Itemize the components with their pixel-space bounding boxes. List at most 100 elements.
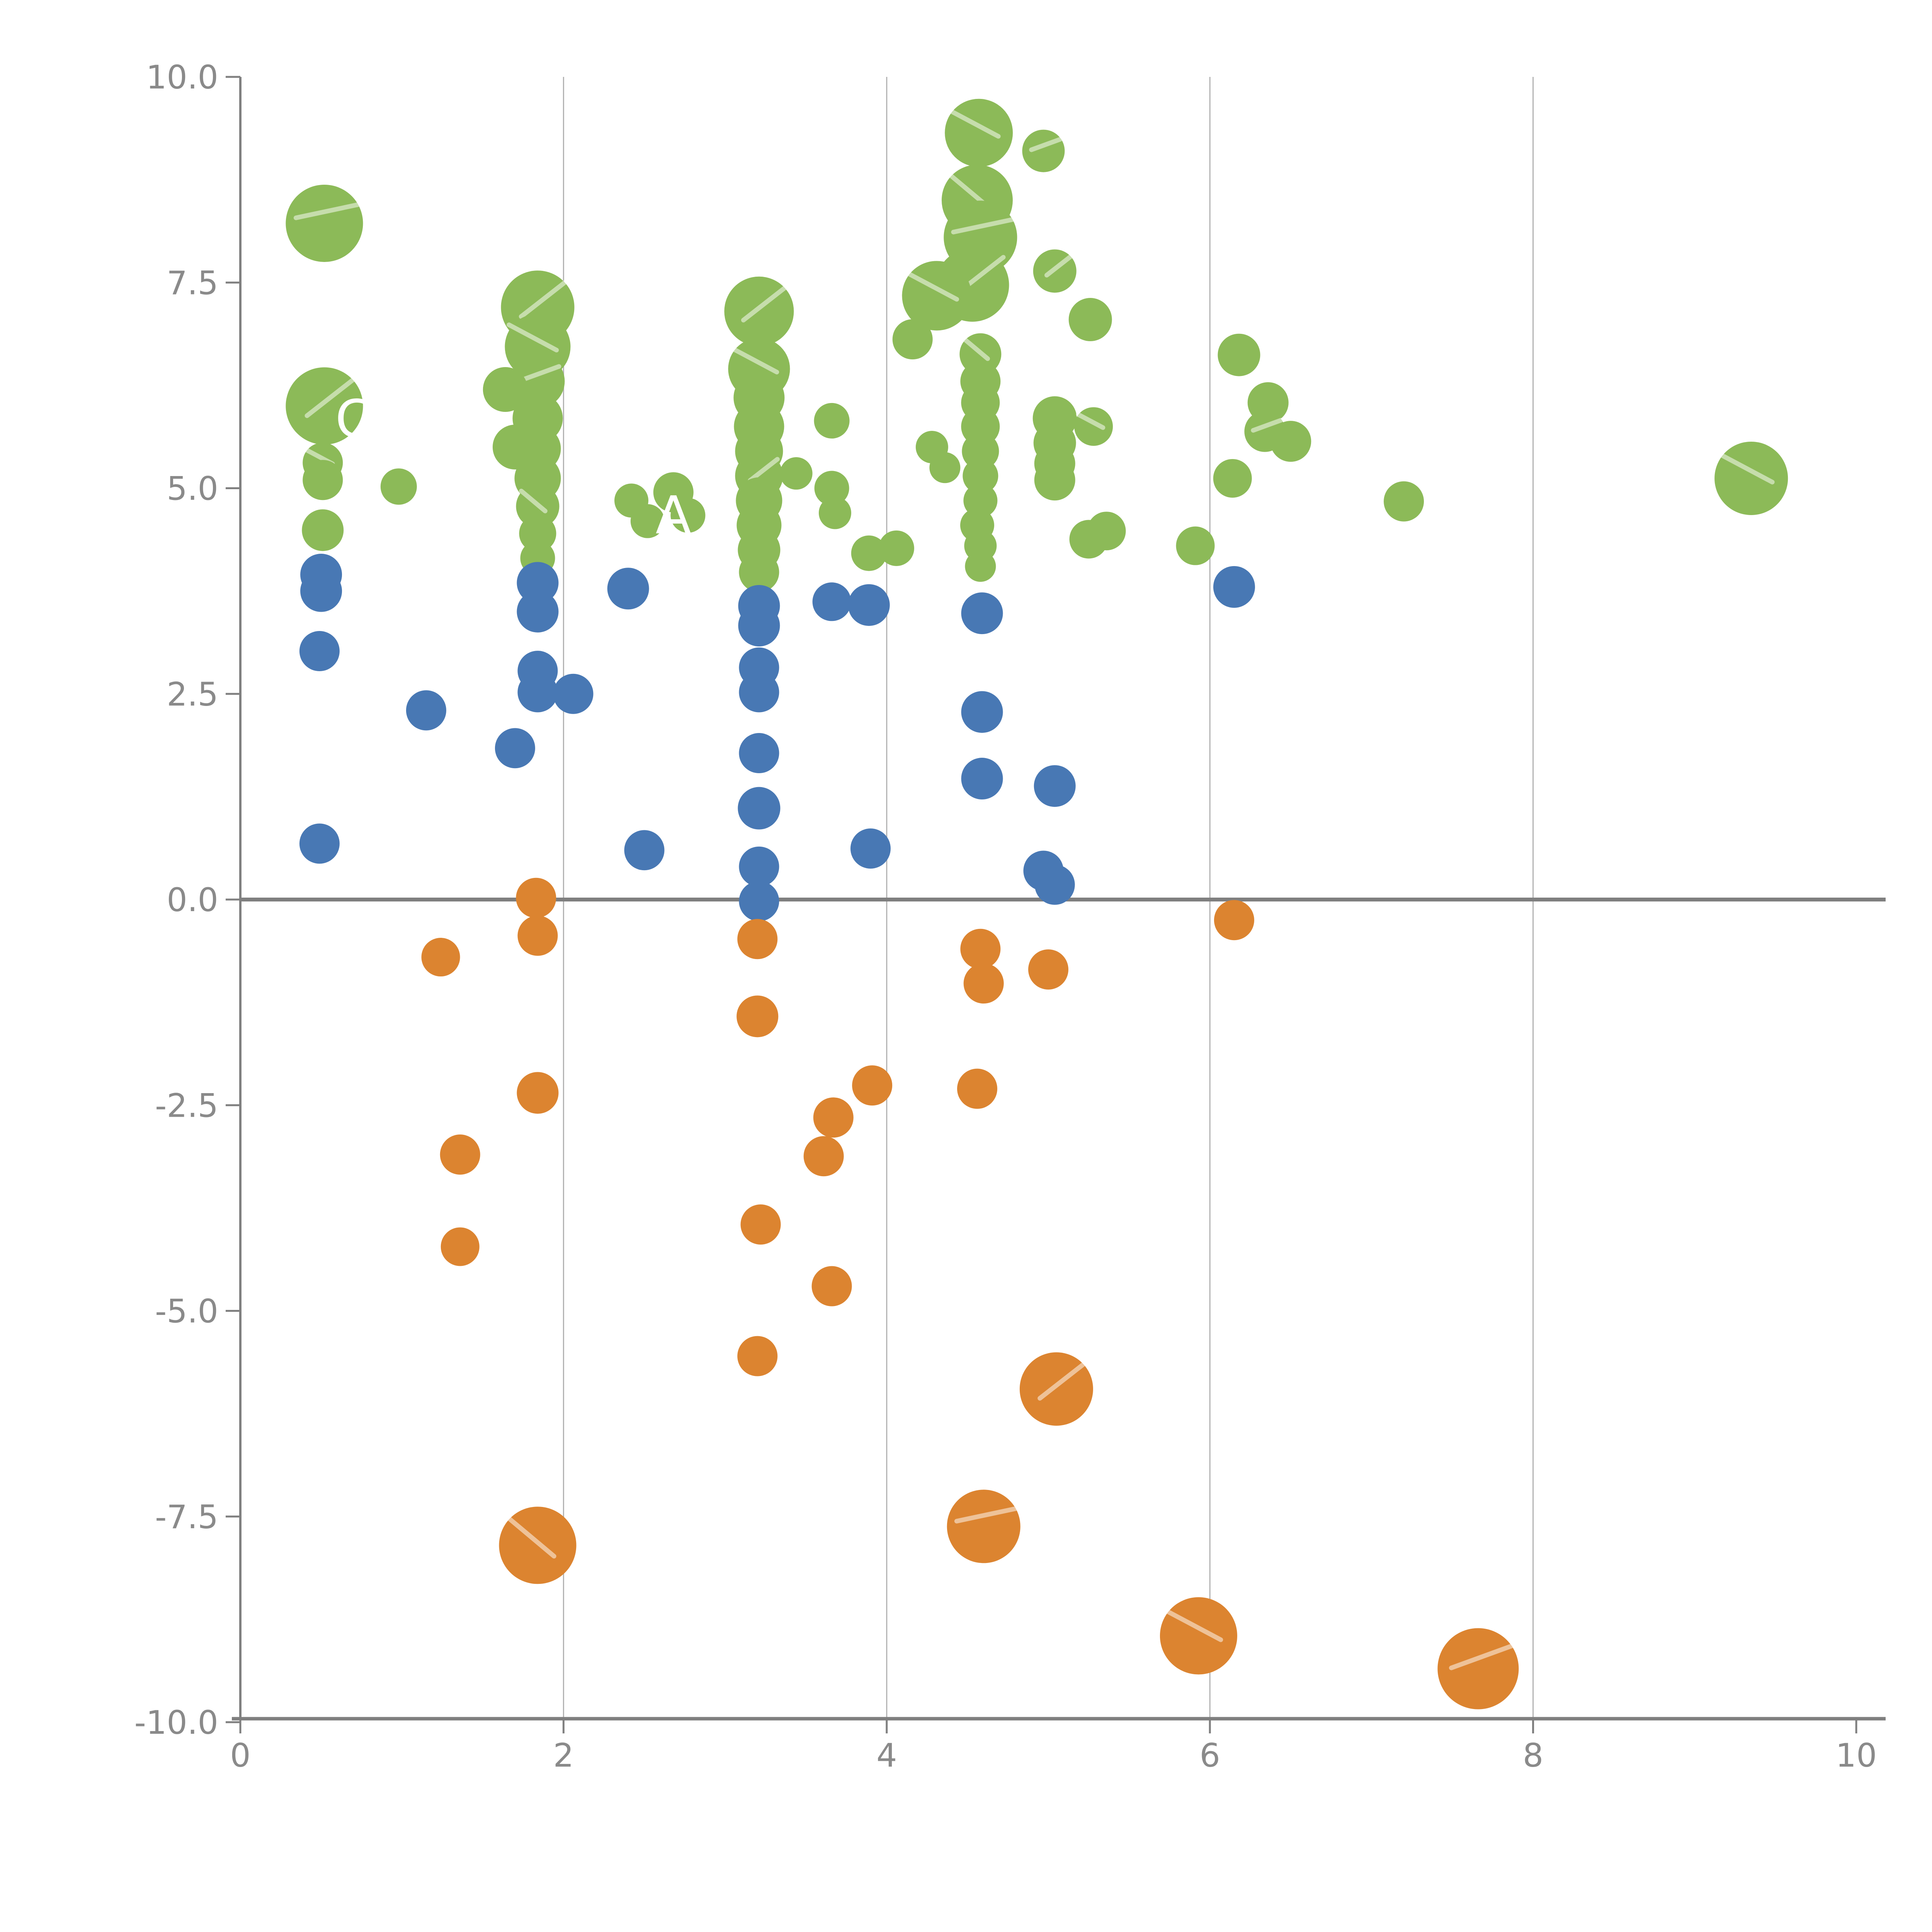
data-point-blue — [739, 846, 779, 887]
hatch-slash — [1251, 418, 1284, 433]
hatch-slash — [1076, 412, 1105, 430]
data-point-orange — [947, 1490, 1020, 1563]
hatch-slash — [503, 1513, 556, 1559]
x-tick-label: 0 — [230, 1736, 250, 1774]
data-point-blue — [299, 631, 340, 672]
data-point-orange — [811, 1266, 852, 1306]
hatch-slash — [730, 346, 779, 374]
data-point-orange — [1214, 900, 1254, 940]
data-point-blue — [406, 690, 446, 731]
data-point-orange — [736, 995, 779, 1037]
data-point-green — [1022, 129, 1065, 172]
data-point-green — [1218, 333, 1260, 376]
data-point-green — [286, 184, 363, 262]
data-point-blue — [517, 672, 558, 713]
data-point-green — [780, 457, 813, 490]
hatch-slash — [951, 217, 1015, 235]
data-point-blue — [848, 584, 890, 626]
series-blue — [299, 554, 1255, 922]
data-point-green — [670, 498, 706, 533]
hatch-slash — [1717, 451, 1775, 485]
data-point-blue — [739, 672, 779, 713]
data-point-green — [1384, 481, 1424, 522]
data-point-blue — [739, 881, 779, 922]
data-point-blue — [299, 823, 340, 864]
hatch-slash — [1029, 137, 1063, 152]
y-tick-label: 5.0 — [167, 470, 218, 508]
data-point-blue — [812, 582, 851, 621]
data-point-green — [945, 99, 1013, 167]
data-point-blue — [961, 592, 1003, 634]
hatch-slash — [954, 1506, 1018, 1524]
data-point-green — [1034, 459, 1075, 501]
data-point-green — [814, 471, 849, 506]
data-point-orange — [852, 1065, 893, 1106]
data-point-orange — [813, 1097, 854, 1138]
y-tick-label: -5.0 — [155, 1293, 218, 1330]
x-tick-label: 8 — [1523, 1736, 1543, 1774]
hatch-slash — [293, 202, 361, 220]
data-point-green — [878, 530, 914, 566]
hatch-slash — [304, 374, 359, 418]
hatch-slash — [748, 457, 780, 483]
hatch-slash — [1044, 253, 1074, 278]
data-point-blue — [495, 728, 535, 769]
series-orange — [421, 878, 1519, 1709]
data-point-blue — [1034, 765, 1076, 807]
data-point-green — [1270, 421, 1311, 462]
data-point-green — [1213, 459, 1252, 498]
data-point-blue — [300, 570, 342, 612]
data-point-orange — [960, 929, 1001, 969]
x-tick-label: 6 — [1199, 1736, 1220, 1774]
x-tick-label: 4 — [876, 1736, 897, 1774]
data-point-green — [630, 504, 665, 538]
data-point-green — [739, 552, 779, 592]
hatch-slash — [962, 337, 990, 361]
data-point-green — [302, 509, 344, 551]
hatch-slash — [947, 108, 1001, 139]
data-point-blue — [738, 787, 781, 830]
data-point-orange — [963, 963, 1004, 1004]
y-tick-label: -10.0 — [134, 1704, 218, 1742]
data-point-orange — [517, 1072, 559, 1114]
point-label-C: C — [335, 389, 372, 449]
data-point-green — [519, 515, 556, 552]
data-point-green — [851, 535, 887, 571]
data-point-orange — [740, 1204, 781, 1245]
point-label-A: A — [656, 485, 691, 546]
data-point-orange — [737, 1336, 778, 1376]
data-point-blue — [961, 691, 1003, 733]
hatch-slash — [519, 277, 571, 319]
data-point-blue — [738, 605, 780, 647]
data-point-blue — [1213, 566, 1255, 608]
y-tick-label: 2.5 — [167, 675, 218, 713]
data-point-orange — [421, 938, 460, 977]
data-point-orange — [517, 915, 558, 956]
y-tick-label: 7.5 — [167, 264, 218, 302]
data-point-orange — [737, 919, 778, 959]
data-point-orange — [440, 1134, 480, 1175]
y-tick-label: 0.0 — [167, 881, 218, 919]
hatch-slash — [519, 488, 548, 514]
hatch-slash — [741, 282, 791, 323]
data-point-green — [1176, 526, 1215, 565]
x-tick-label: 2 — [553, 1736, 574, 1774]
data-point-green — [929, 452, 961, 483]
data-point-orange — [1160, 1597, 1237, 1675]
data-point-green — [483, 367, 528, 412]
data-point-orange — [957, 1068, 997, 1109]
data-point-orange — [803, 1136, 844, 1177]
data-point-blue — [517, 590, 559, 633]
data-point-blue — [739, 733, 779, 774]
data-point-orange — [1028, 949, 1068, 990]
data-point-green — [1714, 441, 1788, 515]
data-point-green — [963, 458, 998, 494]
data-point-blue — [1034, 864, 1075, 905]
data-point-green — [380, 468, 417, 505]
y-tick-label: 10.0 — [146, 58, 218, 96]
data-point-green — [1068, 298, 1112, 342]
data-point-blue — [553, 673, 594, 714]
